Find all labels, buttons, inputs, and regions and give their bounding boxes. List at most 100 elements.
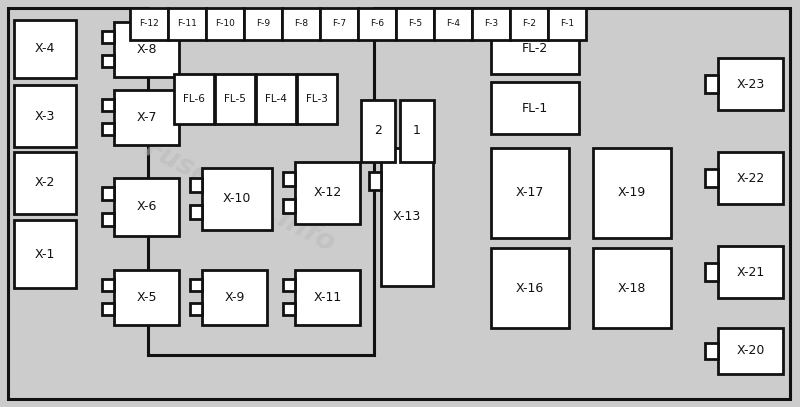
Bar xyxy=(114,178,179,236)
Bar xyxy=(102,123,114,135)
Text: X-6: X-6 xyxy=(136,201,157,214)
Bar xyxy=(320,8,358,40)
Text: FL-6: FL-6 xyxy=(183,94,205,104)
Text: F-6: F-6 xyxy=(370,20,384,28)
Bar xyxy=(491,82,579,134)
Text: F-8: F-8 xyxy=(294,20,308,28)
Bar xyxy=(14,152,76,214)
Bar xyxy=(282,8,320,40)
Bar xyxy=(705,75,718,93)
Text: X-1: X-1 xyxy=(35,247,55,260)
Text: 2: 2 xyxy=(374,125,382,138)
Bar xyxy=(593,248,671,328)
Bar xyxy=(510,8,548,40)
Bar xyxy=(381,148,433,286)
Bar xyxy=(114,270,179,325)
Bar xyxy=(244,8,282,40)
Bar xyxy=(358,8,396,40)
Text: Fuse-Box.info: Fuse-Box.info xyxy=(140,133,340,258)
Text: X-9: X-9 xyxy=(224,291,245,304)
Bar xyxy=(114,22,179,77)
Bar xyxy=(190,279,202,291)
Bar xyxy=(718,328,783,374)
Bar xyxy=(190,303,202,315)
Bar xyxy=(168,8,206,40)
Text: 1: 1 xyxy=(413,125,421,138)
Text: FL-4: FL-4 xyxy=(265,94,287,104)
Bar xyxy=(705,169,718,187)
Bar xyxy=(295,162,360,224)
Bar xyxy=(190,177,202,192)
Bar xyxy=(283,303,295,315)
Text: X-18: X-18 xyxy=(618,282,646,295)
Text: FL-2: FL-2 xyxy=(522,42,548,55)
Text: FL-3: FL-3 xyxy=(306,94,328,104)
Bar xyxy=(400,100,434,162)
Bar xyxy=(491,148,569,238)
Bar xyxy=(705,263,718,281)
Bar xyxy=(130,8,168,40)
Bar xyxy=(472,8,510,40)
Text: F-3: F-3 xyxy=(484,20,498,28)
Text: F-9: F-9 xyxy=(256,20,270,28)
Text: X-20: X-20 xyxy=(736,344,765,357)
Bar xyxy=(102,99,114,111)
Text: F-12: F-12 xyxy=(139,20,159,28)
Text: X-23: X-23 xyxy=(736,77,765,90)
Bar xyxy=(190,205,202,219)
Bar xyxy=(297,74,337,124)
Text: X-17: X-17 xyxy=(516,186,544,199)
Text: F-2: F-2 xyxy=(522,20,536,28)
Bar xyxy=(102,187,114,200)
Bar xyxy=(705,343,718,359)
Text: F-11: F-11 xyxy=(177,20,197,28)
Bar xyxy=(283,279,295,291)
Text: X-5: X-5 xyxy=(136,291,157,304)
Bar xyxy=(434,8,472,40)
Bar xyxy=(102,279,114,291)
Bar xyxy=(202,270,267,325)
Bar xyxy=(361,100,395,162)
Text: X-11: X-11 xyxy=(314,291,342,304)
Text: X-4: X-4 xyxy=(35,42,55,55)
Bar xyxy=(369,172,381,190)
Bar xyxy=(206,8,244,40)
Bar xyxy=(491,248,569,328)
Text: X-19: X-19 xyxy=(618,186,646,199)
Text: F-10: F-10 xyxy=(215,20,235,28)
Text: F-7: F-7 xyxy=(332,20,346,28)
Bar xyxy=(202,168,272,230)
Text: X-7: X-7 xyxy=(136,111,157,124)
Bar xyxy=(295,270,360,325)
Text: X-13: X-13 xyxy=(393,210,421,223)
Text: F-1: F-1 xyxy=(560,20,574,28)
Bar xyxy=(102,303,114,315)
Bar xyxy=(548,8,586,40)
Bar xyxy=(593,148,671,238)
Polygon shape xyxy=(8,8,790,399)
Text: X-8: X-8 xyxy=(136,43,157,56)
Text: F-5: F-5 xyxy=(408,20,422,28)
Bar xyxy=(396,8,434,40)
Text: X-12: X-12 xyxy=(314,186,342,199)
Text: FL-1: FL-1 xyxy=(522,101,548,114)
Text: X-21: X-21 xyxy=(736,265,765,278)
Bar xyxy=(491,22,579,74)
Text: X-3: X-3 xyxy=(35,109,55,123)
Bar xyxy=(174,74,214,124)
Text: F-4: F-4 xyxy=(446,20,460,28)
Bar xyxy=(718,58,783,110)
Bar xyxy=(102,212,114,225)
Bar xyxy=(718,246,783,298)
Bar xyxy=(14,85,76,147)
Text: X-10: X-10 xyxy=(223,193,251,206)
Bar xyxy=(283,199,295,213)
Bar xyxy=(718,152,783,204)
Bar xyxy=(215,74,255,124)
Text: X-16: X-16 xyxy=(516,282,544,295)
Text: X-22: X-22 xyxy=(736,171,765,184)
Bar xyxy=(14,220,76,288)
Bar xyxy=(256,74,296,124)
Bar xyxy=(102,55,114,67)
Bar xyxy=(114,90,179,145)
